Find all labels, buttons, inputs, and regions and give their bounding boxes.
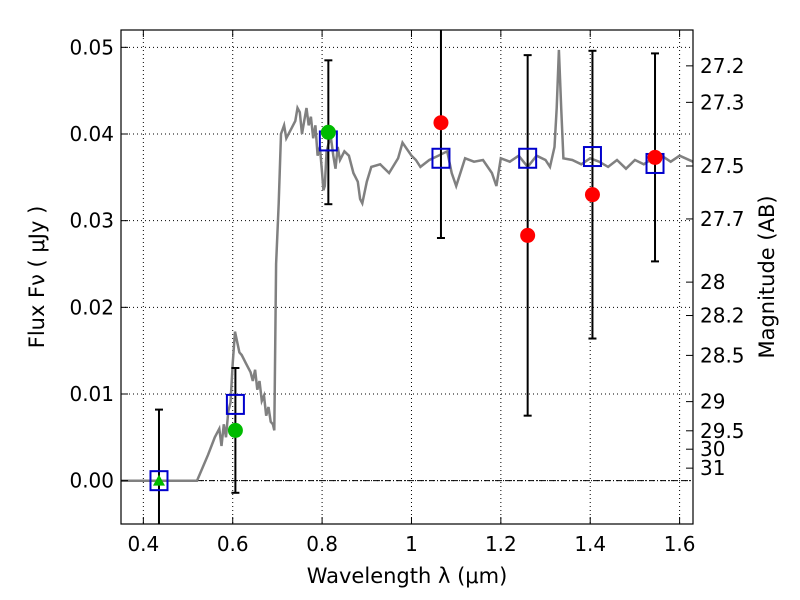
observed-flux-marker xyxy=(520,227,536,243)
observed-upper-limit-marker xyxy=(152,474,165,486)
observed-flux-marker xyxy=(433,115,449,131)
x-tick-label: 1 xyxy=(405,532,418,556)
x-tick-label: 0.6 xyxy=(217,532,249,556)
right-tick-label: 28.2 xyxy=(700,304,745,328)
errorbar-layer xyxy=(154,30,660,524)
y-tick-label: 0.02 xyxy=(69,295,114,319)
y-axis-label-right: Magnitude (AB) xyxy=(755,195,779,358)
right-tick-label: 29.5 xyxy=(700,419,745,443)
right-tick-label: 29 xyxy=(700,390,725,414)
observed-flux-marker xyxy=(647,149,663,165)
observed-flux-marker xyxy=(227,422,243,438)
tick-layer: 0.4 0.6 0.8 1 1.2 1.4 1.6 0.00 0.01 0.02 0.03 0.04 0… xyxy=(69,30,745,556)
model-spectrum-line xyxy=(121,49,694,482)
right-tick-label: 27.7 xyxy=(700,207,745,231)
right-tick-label: 27.3 xyxy=(700,90,745,114)
right-tick-label: 27.5 xyxy=(700,154,745,178)
model-photometry-box xyxy=(582,146,602,168)
x-tick-label: 0.4 xyxy=(127,532,159,556)
x-tick-label: 1.2 xyxy=(485,532,517,556)
model-box-layer xyxy=(149,130,665,492)
model-photometry-box xyxy=(149,470,169,492)
observed-flux-marker xyxy=(320,124,336,140)
y-tick-label: 0.00 xyxy=(69,469,114,493)
x-tick-label: 1.6 xyxy=(664,532,696,556)
x-tick-label: 0.8 xyxy=(306,532,338,556)
model-photometry-box xyxy=(518,147,538,169)
observed-flux-marker xyxy=(584,187,600,203)
y-axis-label: Flux Fν ( μJy ) xyxy=(25,206,49,349)
grid-layer xyxy=(121,30,693,524)
right-tick-label: 30 xyxy=(700,437,725,461)
x-axis-label: Wavelength λ (μm) xyxy=(307,564,508,588)
plot-frame xyxy=(120,29,694,525)
x-tick-label: 1.4 xyxy=(574,532,606,556)
observed-point-layer xyxy=(152,115,663,486)
y-tick-label: 0.01 xyxy=(69,382,114,406)
right-tick-label: 28 xyxy=(700,270,725,294)
y-tick-label: 0.05 xyxy=(69,35,114,59)
y-tick-label: 0.03 xyxy=(69,209,114,233)
right-tick-label: 28.5 xyxy=(700,343,745,367)
model-photometry-box xyxy=(225,393,245,415)
right-tick-label: 27.2 xyxy=(700,54,745,78)
model-photometry-box xyxy=(431,147,451,169)
right-tick-label: 31 xyxy=(700,456,725,480)
y-tick-label: 0.04 xyxy=(69,122,114,146)
